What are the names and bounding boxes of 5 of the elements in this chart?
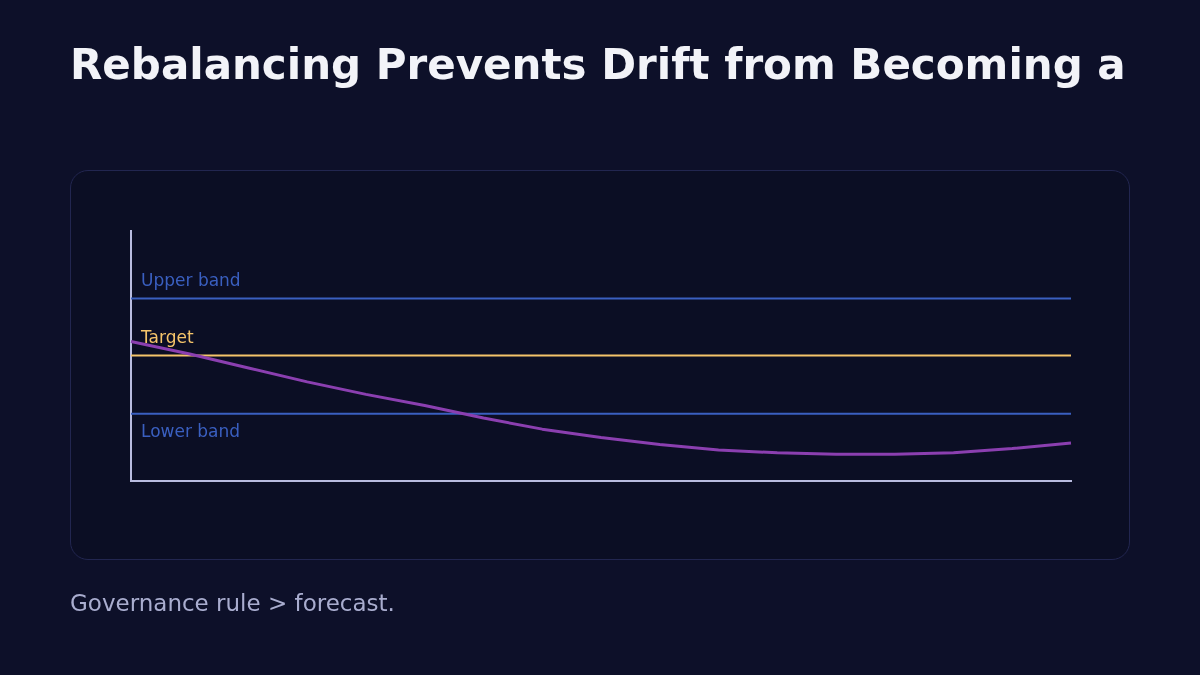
text: Governance rule > forecast.: [70, 590, 395, 616]
chart-title: Rebalancing Prevents Drift from Becoming a: [70, 40, 1126, 89]
ref-line-label: Lower band: [141, 420, 241, 441]
ref-line-label: Upper band: [141, 270, 241, 291]
ref-line-label: Target: [140, 327, 194, 348]
